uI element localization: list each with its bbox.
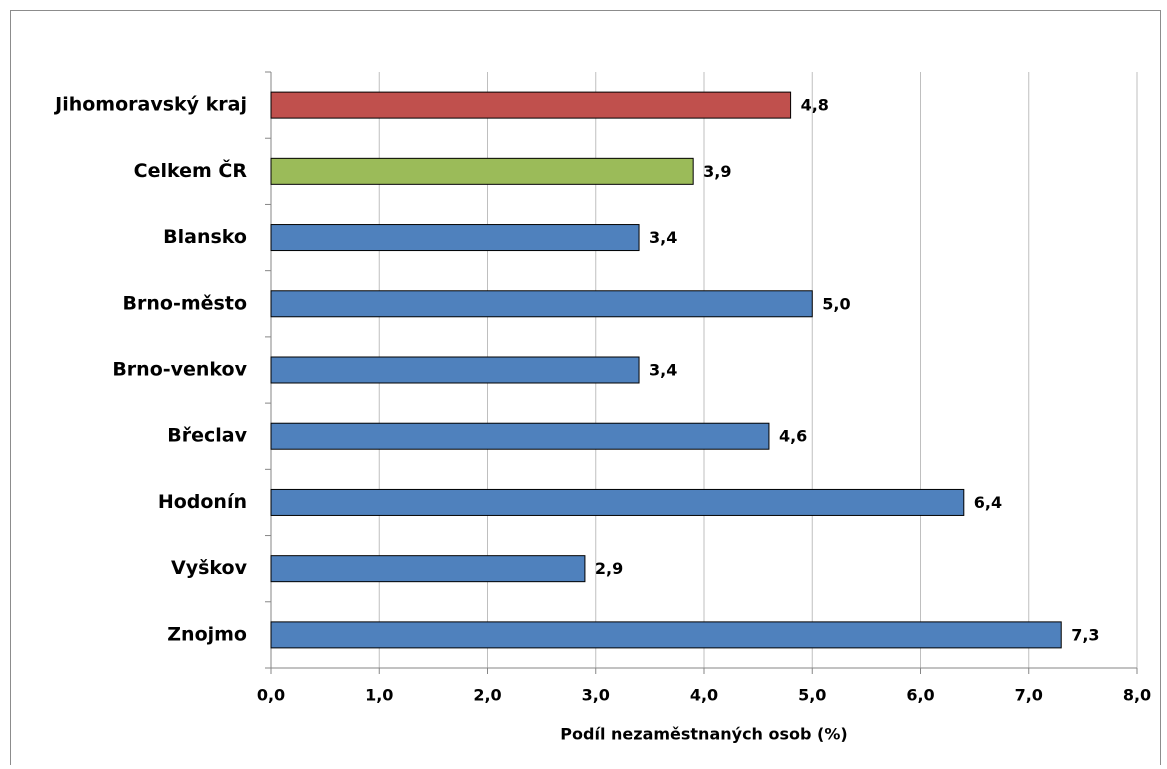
x-tick-label: 6,0 xyxy=(906,686,934,705)
bar xyxy=(270,157,694,185)
x-tick-label: 2,0 xyxy=(473,686,501,705)
x-tick-label: 4,0 xyxy=(690,686,718,705)
value-label: 4,6 xyxy=(779,427,807,446)
x-tick-label: 7,0 xyxy=(1015,686,1043,705)
value-label: 3,9 xyxy=(703,162,731,181)
chart-border xyxy=(10,10,1161,769)
y-tick-label: Brno-město xyxy=(123,292,247,314)
y-tick-label: Brno-venkov xyxy=(112,359,247,381)
bar xyxy=(270,621,1062,649)
value-label: 7,3 xyxy=(1071,625,1099,644)
y-tick-label: Jihomoravský kraj xyxy=(53,94,247,116)
value-label: 3,4 xyxy=(649,228,677,247)
value-label: 4,8 xyxy=(801,96,829,115)
x-tick-label: 1,0 xyxy=(365,686,393,705)
y-tick-label: Celkem ČR xyxy=(134,158,248,182)
bar xyxy=(270,356,640,384)
bar xyxy=(270,290,813,318)
value-label: 5,0 xyxy=(822,294,850,313)
x-tick-label: 8,0 xyxy=(1123,686,1151,705)
bar xyxy=(270,488,965,516)
x-axis-title: Podíl nezaměstnaných osob (%) xyxy=(560,725,847,744)
x-tick-label: 5,0 xyxy=(798,686,826,705)
bar xyxy=(270,224,640,252)
x-tick-label: 0,0 xyxy=(257,686,285,705)
bar xyxy=(270,555,586,583)
bar xyxy=(270,91,792,119)
y-tick-label: Znojmo xyxy=(167,623,247,645)
y-tick-label: Hodonín xyxy=(158,491,247,513)
value-label: 3,4 xyxy=(649,361,677,380)
x-tick-label: 3,0 xyxy=(582,686,610,705)
y-tick-label: Blansko xyxy=(163,226,247,248)
value-label: 2,9 xyxy=(595,559,623,578)
y-tick-label: Břeclav xyxy=(167,425,247,447)
y-tick-label: Vyškov xyxy=(171,557,248,579)
value-label: 6,4 xyxy=(974,493,1002,512)
bar xyxy=(270,422,770,450)
